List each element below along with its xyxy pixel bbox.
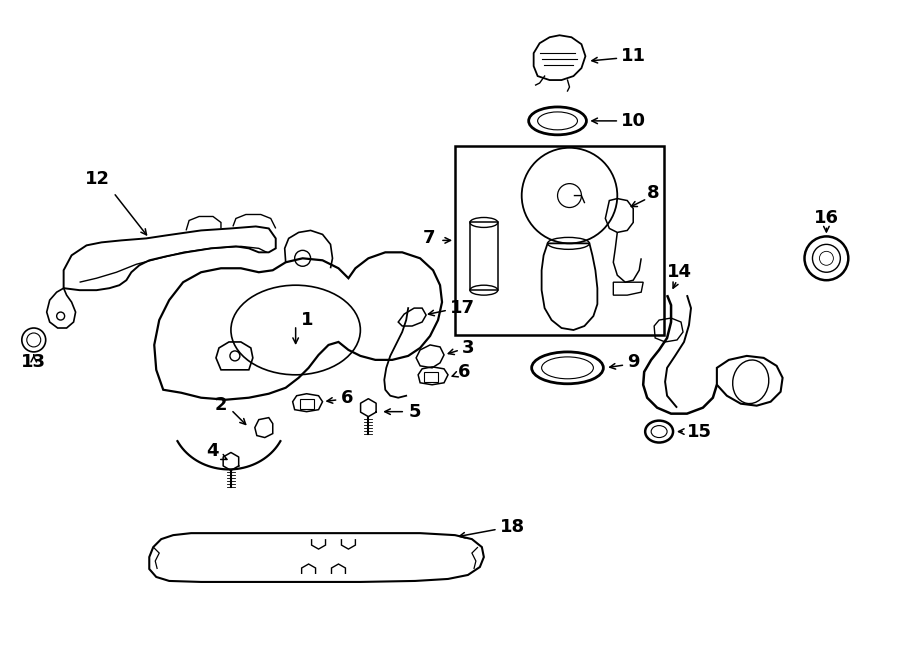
Bar (455, 146, 664, 335)
Text: 6: 6 (340, 389, 353, 407)
Bar (300, 399, 313, 408)
Text: 9: 9 (627, 353, 640, 371)
Bar (424, 372, 438, 382)
Text: 2: 2 (215, 396, 227, 414)
Bar (470, 223, 498, 290)
Text: 5: 5 (409, 403, 420, 420)
Text: 4: 4 (206, 442, 219, 461)
Text: 11: 11 (621, 47, 646, 65)
Text: 16: 16 (814, 210, 839, 227)
Text: 18: 18 (500, 518, 525, 536)
Text: 17: 17 (450, 299, 475, 317)
Text: 8: 8 (647, 184, 660, 202)
Text: 6: 6 (458, 363, 471, 381)
Text: 7: 7 (423, 229, 435, 247)
Text: 15: 15 (687, 422, 712, 441)
Text: 1: 1 (301, 311, 313, 329)
Text: 12: 12 (85, 170, 110, 188)
Text: 10: 10 (621, 112, 646, 130)
Text: 14: 14 (667, 263, 691, 281)
Text: 3: 3 (462, 339, 474, 357)
Text: 13: 13 (22, 353, 46, 371)
